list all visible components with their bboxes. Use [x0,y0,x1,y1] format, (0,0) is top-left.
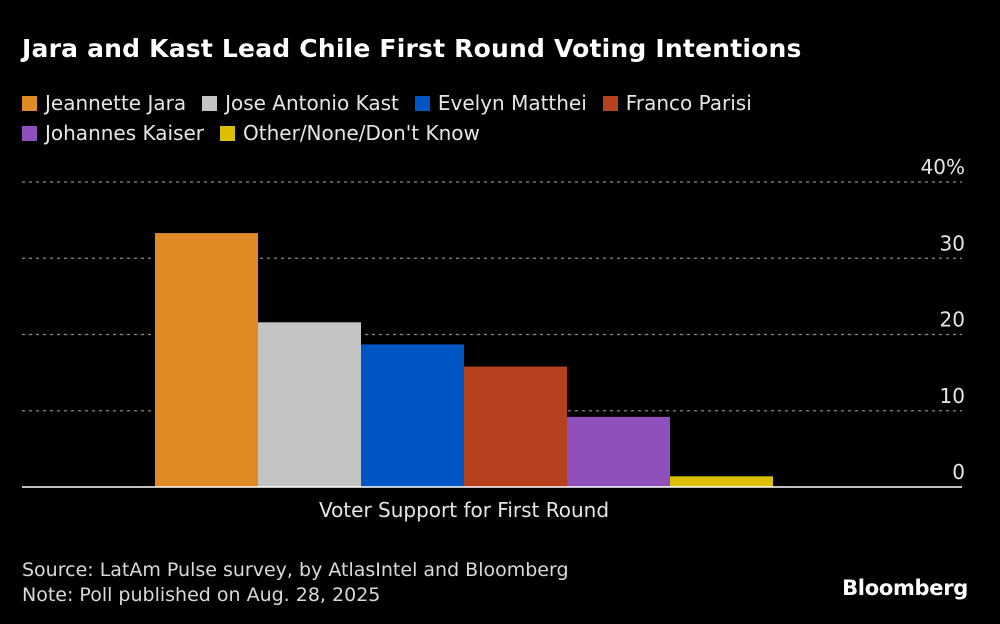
legend-item: Evelyn Matthei [414,91,587,115]
y-tick-label: 20 [940,308,965,332]
legend-swatch [202,95,218,111]
bar-franco-parisi [464,366,567,487]
legend-swatch [602,95,618,111]
legend-label: Johannes Kaiser [45,121,205,145]
legend-item: Other/None/Don't Know [220,121,480,145]
y-tick-label: 40% [921,155,965,179]
bar-evelyn-matthei [361,344,464,487]
chart-title: Jara and Kast Lead Chile First Round Vot… [22,34,802,63]
source-note: Source: LatAm Pulse survey, by AtlasInte… [22,558,569,608]
note-text: Note: Poll published on Aug. 28, 2025 [22,584,381,606]
legend-label: Jeannette Jara [45,91,187,115]
legend-label: Jose Antonio Kast [225,91,399,115]
legend-swatch [414,95,430,111]
legend-row-1: Jeannette Jara Jose Antonio Kast Evelyn … [22,88,902,118]
bar-johannes-kaiser [567,416,670,487]
legend-row-2: Johannes Kaiser Other/None/Don't Know [22,118,902,148]
source-text: Source: LatAm Pulse survey, by AtlasInte… [22,559,569,581]
legend-item: Johannes Kaiser [22,121,204,145]
legend: Jeannette Jara Jose Antonio Kast Evelyn … [22,88,902,148]
legend-item: Jose Antonio Kast [202,91,399,115]
bar-jeannette-jara [155,233,258,487]
bloomberg-logo: Bloomberg [842,576,968,600]
y-tick-label: 30 [940,231,965,255]
legend-item: Jeannette Jara [22,91,186,115]
y-tick-label: 10 [940,384,965,408]
legend-swatch [22,125,37,141]
legend-label: Franco Parisi [625,91,752,115]
x-axis-label: Voter Support for First Round [318,498,610,522]
legend-label: Evelyn Matthei [437,91,587,115]
legend-item: Franco Parisi [602,91,752,115]
legend-swatch [22,95,37,111]
bar-jose-antonio-kast [258,322,361,487]
legend-swatch [220,125,236,141]
bar-other-none-don-t-know [670,476,773,487]
y-tick-label: 0 [952,460,965,484]
legend-label: Other/None/Don't Know [243,121,480,145]
